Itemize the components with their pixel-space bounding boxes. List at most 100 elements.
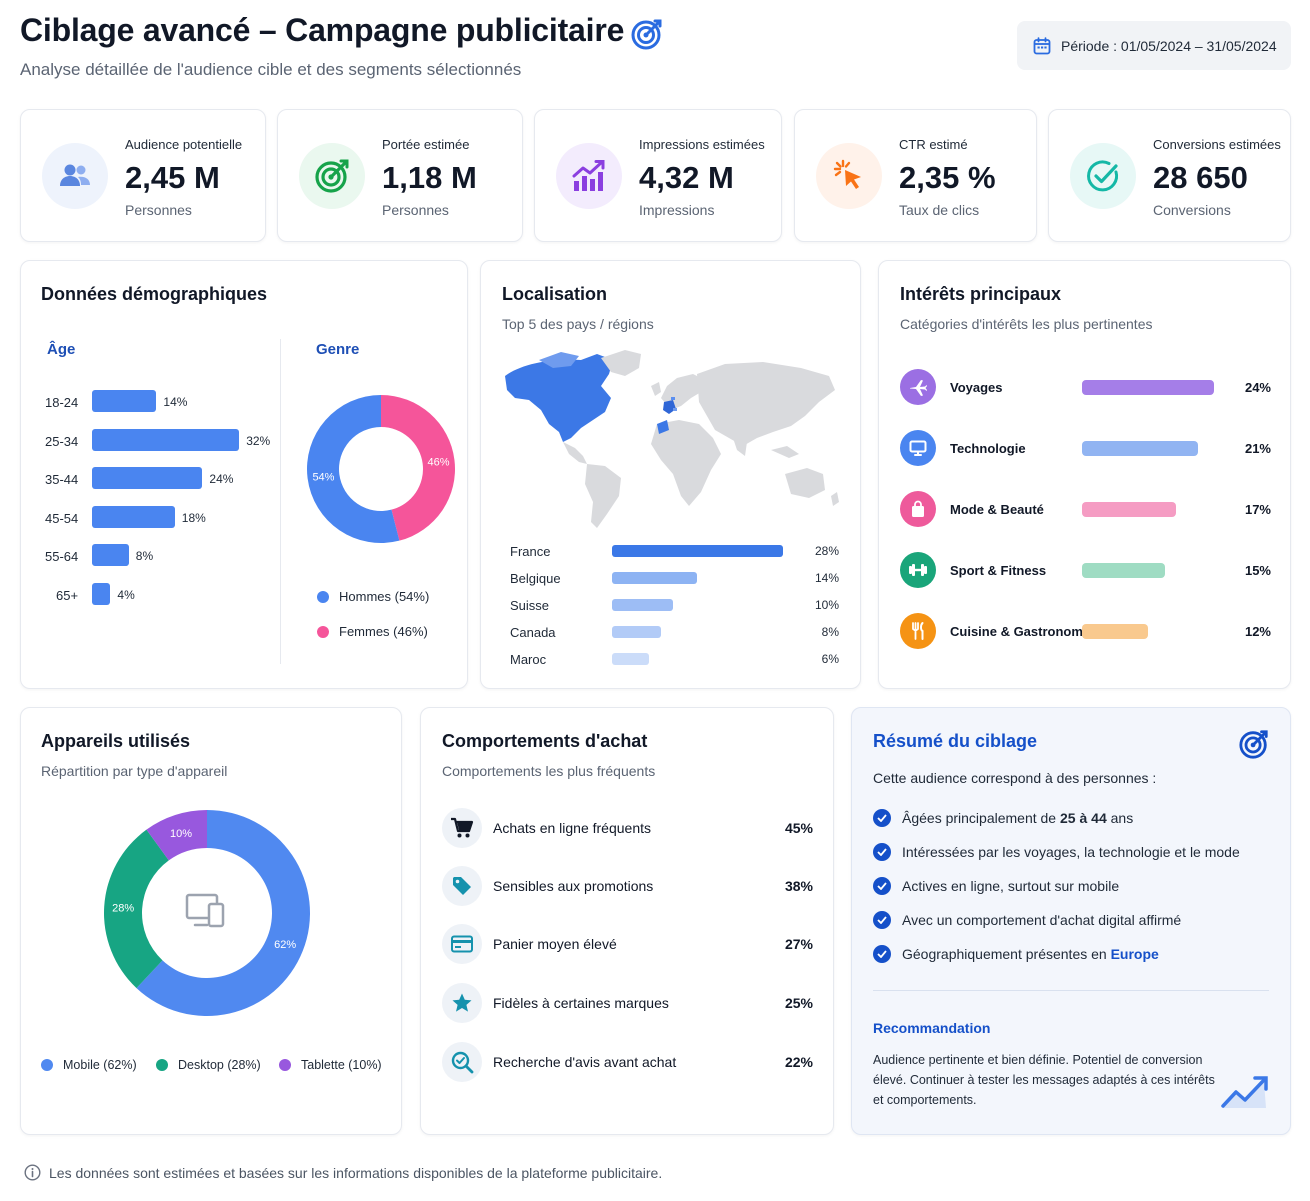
behavior-value: 38% (784, 878, 813, 894)
interest-label: Technologie (950, 441, 1026, 456)
age-value: 32% (246, 433, 271, 448)
behavior-value: 27% (784, 936, 813, 952)
behavior-row: Fidèles à certaines marques 25% (421, 983, 835, 1023)
location-row: Canada 8% (481, 622, 861, 642)
map-north-america (505, 354, 613, 442)
kpi-card-conversions: Conversions estimées 28 650 Conversions (1048, 109, 1291, 242)
page-subtitle: Analyse détaillée de l'audience cible et… (20, 60, 522, 79)
map-uk (651, 382, 661, 396)
behavior-row: Sensibles aux promotions 38% (421, 866, 835, 906)
location-value: 28% (814, 544, 839, 558)
divider (873, 990, 1269, 991)
behavior-row: Achats en ligne fréquents 45% (421, 808, 835, 848)
location-value: 6% (821, 652, 839, 666)
kpi-unit: Personnes (125, 202, 192, 218)
age-bar-row: 55-64 8% (21, 544, 281, 568)
summary-text: Actives en ligne, surtout sur mobile (902, 878, 1120, 894)
airplane-icon (900, 369, 936, 405)
location-bar (612, 599, 673, 611)
interest-label: Mode & Beauté (950, 502, 1044, 517)
interest-label: Cuisine & Gastronomie (950, 624, 1094, 639)
legend-label: Hommes (54%) (339, 589, 430, 604)
cart-icon (442, 808, 482, 848)
age-label: 55-64 (45, 549, 79, 564)
star-icon (442, 983, 482, 1023)
legend-item-desktop: Desktop (28%) (156, 1058, 261, 1072)
monitor-icon (900, 430, 936, 466)
location-label: Suisse (510, 598, 550, 613)
legend-label: Desktop (28%) (178, 1058, 261, 1072)
target-icon (630, 17, 664, 56)
devices-donut-chart: 62% 28% 10% (103, 810, 310, 1016)
location-value: 14% (814, 571, 839, 585)
interest-bar (1082, 502, 1176, 517)
section-title: Intérêts principaux (900, 284, 1062, 304)
location-row: Belgique 14% (481, 568, 861, 588)
map-central-america (563, 442, 587, 464)
legend-dot (156, 1059, 168, 1071)
kpi-label: Portée estimée (382, 137, 470, 152)
age-bar (92, 467, 203, 489)
recommendation-text: Audience pertinente et bien définie. Pot… (873, 1053, 1215, 1107)
trend-chart-icon (556, 143, 622, 209)
summary-item: Avec un comportement d'achat digital aff… (873, 911, 1181, 929)
gender-title: Genre (316, 341, 360, 358)
age-bar (92, 582, 111, 605)
behavior-row: Recherche d'avis avant achat 22% (421, 1042, 835, 1082)
kpi-card-audience: Audience potentielle 2,45 M Personnes (20, 109, 266, 242)
legend-label: Mobile (62%) (63, 1058, 137, 1072)
devices-icon (185, 893, 225, 928)
trend-up-icon (1220, 1072, 1270, 1115)
period-selector[interactable]: Période : 01/05/2024 – 31/05/2024 (1017, 21, 1291, 70)
page-title: Ciblage avancé – Campagne publicitaire (20, 12, 625, 48)
section-subtitle: Comportements les plus fréquents (442, 763, 656, 779)
kpi-label: Impressions estimées (639, 137, 765, 152)
calendar-icon (1033, 36, 1051, 54)
summary-text: Intéressées par les voyages, la technolo… (902, 844, 1240, 860)
interest-row-technologie: Technologie 21% (879, 430, 1291, 470)
age-label: 65+ (56, 587, 79, 603)
cursor-click-icon (816, 143, 882, 209)
interest-label: Voyages (950, 380, 1003, 395)
behavior-label: Panier moyen élevé (493, 936, 617, 952)
age-bar (92, 390, 157, 412)
location-card: Localisation Top 5 des pays / régions Fr… (480, 260, 861, 689)
legend-dot (41, 1059, 53, 1071)
behavior-row: Panier moyen élevé 27% (421, 924, 835, 964)
age-bar-row: 18-24 14% (21, 390, 281, 414)
search-review-icon (442, 1042, 482, 1082)
behavior-label: Fidèles à certaines marques (493, 995, 669, 1011)
check-icon (873, 945, 891, 963)
check-icon (873, 843, 891, 861)
age-label: 35-44 (45, 472, 79, 487)
age-value: 14% (163, 395, 188, 409)
kpi-label: Audience potentielle (125, 137, 243, 152)
section-title: Localisation (502, 284, 608, 304)
devices-card: Appareils utilisés Répartition par type … (20, 707, 402, 1135)
donut-slice (136, 810, 310, 1016)
credit-card-icon (442, 924, 482, 964)
legend-label: Tablette (10%) (301, 1058, 382, 1072)
legend-dot (279, 1059, 291, 1071)
summary-text: Avec un comportement d'achat digital aff… (902, 912, 1182, 928)
recommendation-title: Recommandation (873, 1020, 991, 1036)
section-title: Résumé du ciblage (873, 731, 1038, 751)
interests-card: Intérêts principaux Catégories d'intérêt… (878, 260, 1291, 689)
age-value: 4% (117, 587, 135, 602)
donut-slice (103, 829, 169, 989)
section-subtitle: Catégories d'intérêts les plus pertinent… (900, 316, 1153, 332)
age-title: Âge (47, 341, 76, 358)
map-asia (697, 362, 835, 446)
map-indonesia (771, 446, 799, 458)
section-subtitle: Répartition par type d'appareil (41, 763, 228, 779)
donut-label: 10% (170, 828, 192, 840)
summary-text: Âgées principalement de 25 à 44 ans (902, 810, 1134, 826)
info-icon (24, 1164, 41, 1181)
check-icon (873, 911, 891, 929)
interest-bar (1082, 441, 1198, 456)
location-label: Maroc (510, 652, 547, 667)
kpi-value: 2,45 M (125, 160, 220, 195)
age-value: 8% (135, 549, 154, 563)
legend-item-femmes: Femmes (46%) (317, 624, 428, 639)
summary-item: Âgées principalement de 25 à 44 ans (873, 809, 1133, 827)
